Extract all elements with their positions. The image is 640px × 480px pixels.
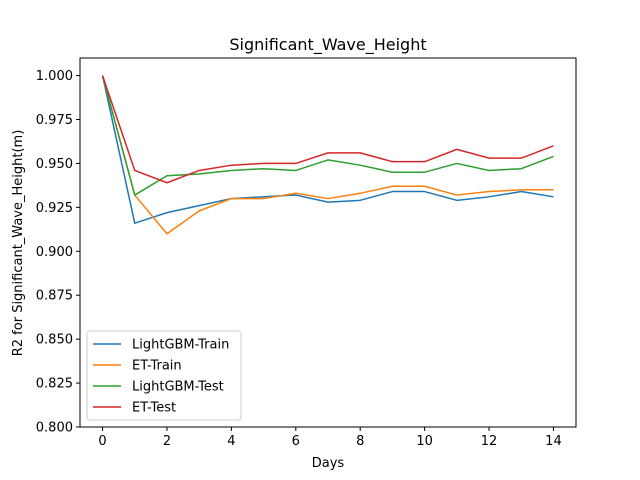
y-tick-label: 0.900 <box>36 245 73 260</box>
legend-box <box>86 330 242 421</box>
y-tick-label: 0.825 <box>36 377 73 392</box>
x-tick-label: 12 <box>481 434 498 449</box>
series-line-et-train <box>101 75 554 235</box>
x-tick-label: 10 <box>416 434 433 449</box>
chart-title: Significant_Wave_Height <box>229 35 426 55</box>
y-tick-label: 0.850 <box>36 333 73 348</box>
plot-frame <box>79 57 577 428</box>
legend-label-lightgbm-train: LightGBM-Train <box>132 338 229 353</box>
legend-label-et-train: ET-Train <box>132 359 182 374</box>
series-line-lightgbm-test <box>101 75 554 196</box>
x-tick-label: 0 <box>98 434 106 449</box>
y-tick-label: 0.925 <box>36 201 73 216</box>
y-tick-label: 0.950 <box>36 157 73 172</box>
y-tick-label: 0.975 <box>36 113 73 128</box>
x-tick-label: 8 <box>356 434 364 449</box>
plot-lines <box>101 75 554 235</box>
x-tick-label: 6 <box>292 434 300 449</box>
legend: LightGBM-Train ET-Train LightGBM-Test ET-Te… <box>86 330 242 421</box>
x-tick-label: 2 <box>163 434 171 449</box>
x-tick-label: 4 <box>227 434 235 449</box>
y-tick-label: 0.800 <box>36 421 73 436</box>
x-tick-label: 14 <box>545 434 562 449</box>
y-tick-label: 0.875 <box>36 289 73 304</box>
y-tick-label: 1.000 <box>36 69 73 84</box>
legend-label-et-test: ET-Test <box>132 401 176 416</box>
series-line-lightgbm-train <box>101 75 554 224</box>
legend-label-lightgbm-test: LightGBM-Test <box>132 380 224 395</box>
series-line-et-test <box>101 75 554 184</box>
y-axis: 0.800 0.825 0.850 0.875 0.900 0.925 0.950 0.975… <box>36 69 80 436</box>
y-axis-label: R2 for Significant_Wave_Height(m) <box>11 130 26 357</box>
x-axis: 0 2 4 6 8 10 12 14 <box>98 427 562 449</box>
x-axis-label: Days <box>312 456 345 471</box>
